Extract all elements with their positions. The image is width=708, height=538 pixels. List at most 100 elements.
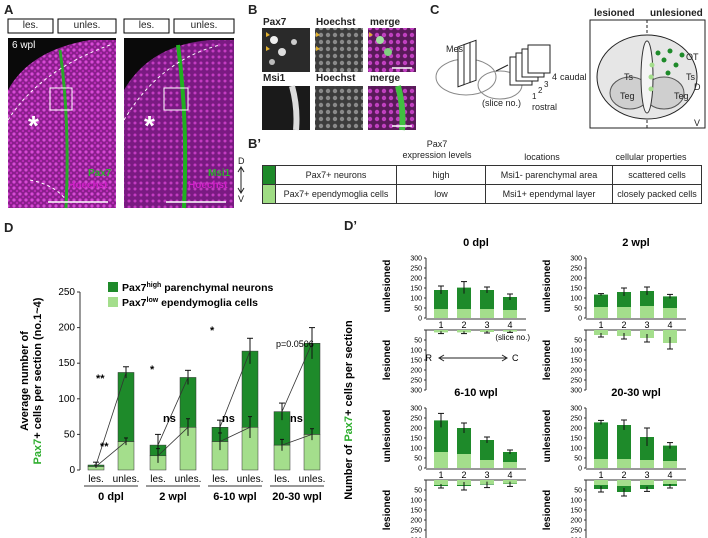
asterisk-left: * xyxy=(28,110,39,141)
d2-tick-label: 150 xyxy=(410,508,422,515)
d-y-tick-label: 150 xyxy=(58,358,75,369)
b-label-merge-1: merge xyxy=(370,17,401,28)
d2-slice-number: 4 xyxy=(667,320,672,330)
b2-row1-loc: Msi1- parenchymal area xyxy=(485,165,613,185)
c-ts-right: Ts xyxy=(686,72,695,82)
d2-bar-unles-dark xyxy=(480,290,494,309)
asterisk-right: * xyxy=(144,110,155,141)
c-lesioned: lesioned xyxy=(594,8,635,19)
d2-slice-number: 2 xyxy=(621,320,626,330)
d2-tick-label: 200 xyxy=(570,368,582,375)
d-y-tick-label: 100 xyxy=(58,394,75,405)
d2-slice-number: 1 xyxy=(598,470,603,480)
d2-tick-label: 100 xyxy=(570,498,582,505)
d-group-label: 0 dpl xyxy=(98,491,124,503)
b2-header-level: Pax7 expression levels xyxy=(402,139,472,160)
d2-bar-unles-dark xyxy=(434,290,448,309)
d2-tick-label: 250 xyxy=(410,266,422,273)
b2-row1-name: Pax7+ neurons xyxy=(275,165,397,185)
d-group-label: 6-10 wpl xyxy=(213,491,256,503)
panel-label-b: B xyxy=(248,2,258,17)
d2-tick-label: 150 xyxy=(410,286,422,293)
panel-label-a: A xyxy=(4,2,14,17)
d-category-label: unles. xyxy=(175,474,202,485)
d2-arrow-c: C xyxy=(512,353,519,363)
d-category-label: unles. xyxy=(299,474,326,485)
d-group-label: 2 wpl xyxy=(159,491,187,503)
d2-tick-label: 300 xyxy=(410,256,422,263)
d2-bar-unles-dark xyxy=(663,296,677,308)
b2-swatch-light xyxy=(262,184,276,204)
chart-d: 0 50 100 150 200 250 Average number ofPax7+ ce… xyxy=(19,282,326,503)
d2-slice-number: 2 xyxy=(621,470,626,480)
d-significance: ns xyxy=(290,413,303,425)
d2-rc-arrow-head-right xyxy=(501,354,508,362)
d2-slice-number: 4 xyxy=(507,470,512,480)
d2-slice-number: 3 xyxy=(644,470,649,480)
panel-label-d: D xyxy=(4,220,14,235)
d2-slice-number: 3 xyxy=(484,320,489,330)
b2-row1-prop: scattered cells xyxy=(612,165,702,185)
msi1-ependymal-layer xyxy=(176,44,188,209)
d-pair-line xyxy=(281,434,313,446)
d-significance: ns xyxy=(163,413,176,425)
d2-tick-label: 100 xyxy=(570,446,582,453)
d2-lesioned-label: lesioned xyxy=(542,340,553,381)
d2-tick-label: 0 xyxy=(578,316,582,323)
d2-slice-number: 4 xyxy=(667,470,672,480)
d2-tick-label: 150 xyxy=(570,508,582,515)
d2-bar-unles-dark xyxy=(480,440,494,460)
d2-lesioned-label: lesioned xyxy=(382,490,393,531)
c-num-3: 3 xyxy=(544,80,549,89)
d2-tick-label: 250 xyxy=(570,378,582,385)
tag-les-right: les. xyxy=(138,20,155,31)
d-pair-line xyxy=(157,377,189,446)
d2-bar-les-light xyxy=(594,330,608,335)
d-significance: ns xyxy=(222,413,235,425)
b-label-hoechst-1: Hoechst xyxy=(316,17,356,28)
d2-bar-unles-light xyxy=(663,308,677,318)
msi1-inset-box xyxy=(163,87,189,111)
d-category-label: les. xyxy=(150,474,166,485)
pax7-dashed-boundary xyxy=(7,44,111,121)
d2-bar-unles-light xyxy=(434,452,448,468)
d2-bar-unles-light xyxy=(457,454,471,468)
d2-tick-label: 150 xyxy=(570,358,582,365)
d2-bar-unles-dark xyxy=(594,294,608,307)
c-ts-left: Ts xyxy=(624,72,633,82)
d2-slice-number: 4 xyxy=(507,320,512,330)
d2-tick-label: 250 xyxy=(410,416,422,423)
stain-hoechst-left: Hoechst xyxy=(68,180,108,191)
panel-label-d2: D’ xyxy=(344,218,357,233)
d2-bar-unles-light xyxy=(457,309,471,318)
d2-bar-unles-light xyxy=(594,459,608,468)
b2-header-prop: cellular properties xyxy=(615,152,687,162)
d2-bar-unles-dark xyxy=(663,445,677,461)
d2-slice-number: 1 xyxy=(438,320,443,330)
b2-row-ependymoglia: Pax7+ ependymoglia cells low Msi1+ epend… xyxy=(262,184,702,204)
d2-slice-number: 1 xyxy=(598,320,603,330)
d2-bar-unles-dark xyxy=(617,425,631,459)
d-pair-line xyxy=(219,426,251,442)
d2-tick-label: 150 xyxy=(570,286,582,293)
c-teg-right: Teg xyxy=(674,91,689,101)
d2-tick-label: 200 xyxy=(570,276,582,283)
d2-subplot-title: 2 wpl xyxy=(622,237,650,249)
d2-slice-number: 2 xyxy=(461,320,466,330)
d2-tick-label: 200 xyxy=(410,426,422,433)
time-label: 6 wpl xyxy=(12,40,36,51)
c-axis-v: V xyxy=(694,118,701,128)
c-sliceno: (slice no.) xyxy=(482,98,522,108)
b-label-merge-2: merge xyxy=(370,73,401,84)
d-bar-dark xyxy=(117,372,135,442)
d2-bar-les-light xyxy=(663,330,677,343)
d2-slice-number: 3 xyxy=(644,320,649,330)
d-y-tick-label: 200 xyxy=(58,323,75,334)
panel-label-b2: B’ xyxy=(248,136,261,151)
d-significance: * xyxy=(150,364,155,376)
d2-arrow-r: R xyxy=(426,353,433,363)
marker-pax7: Pax7 xyxy=(88,168,112,179)
d2-bar-unles-dark xyxy=(594,422,608,459)
d-pair-line xyxy=(95,441,127,467)
b2-table: Pax7+ neurons high Msi1- parenchymal are… xyxy=(262,165,702,204)
